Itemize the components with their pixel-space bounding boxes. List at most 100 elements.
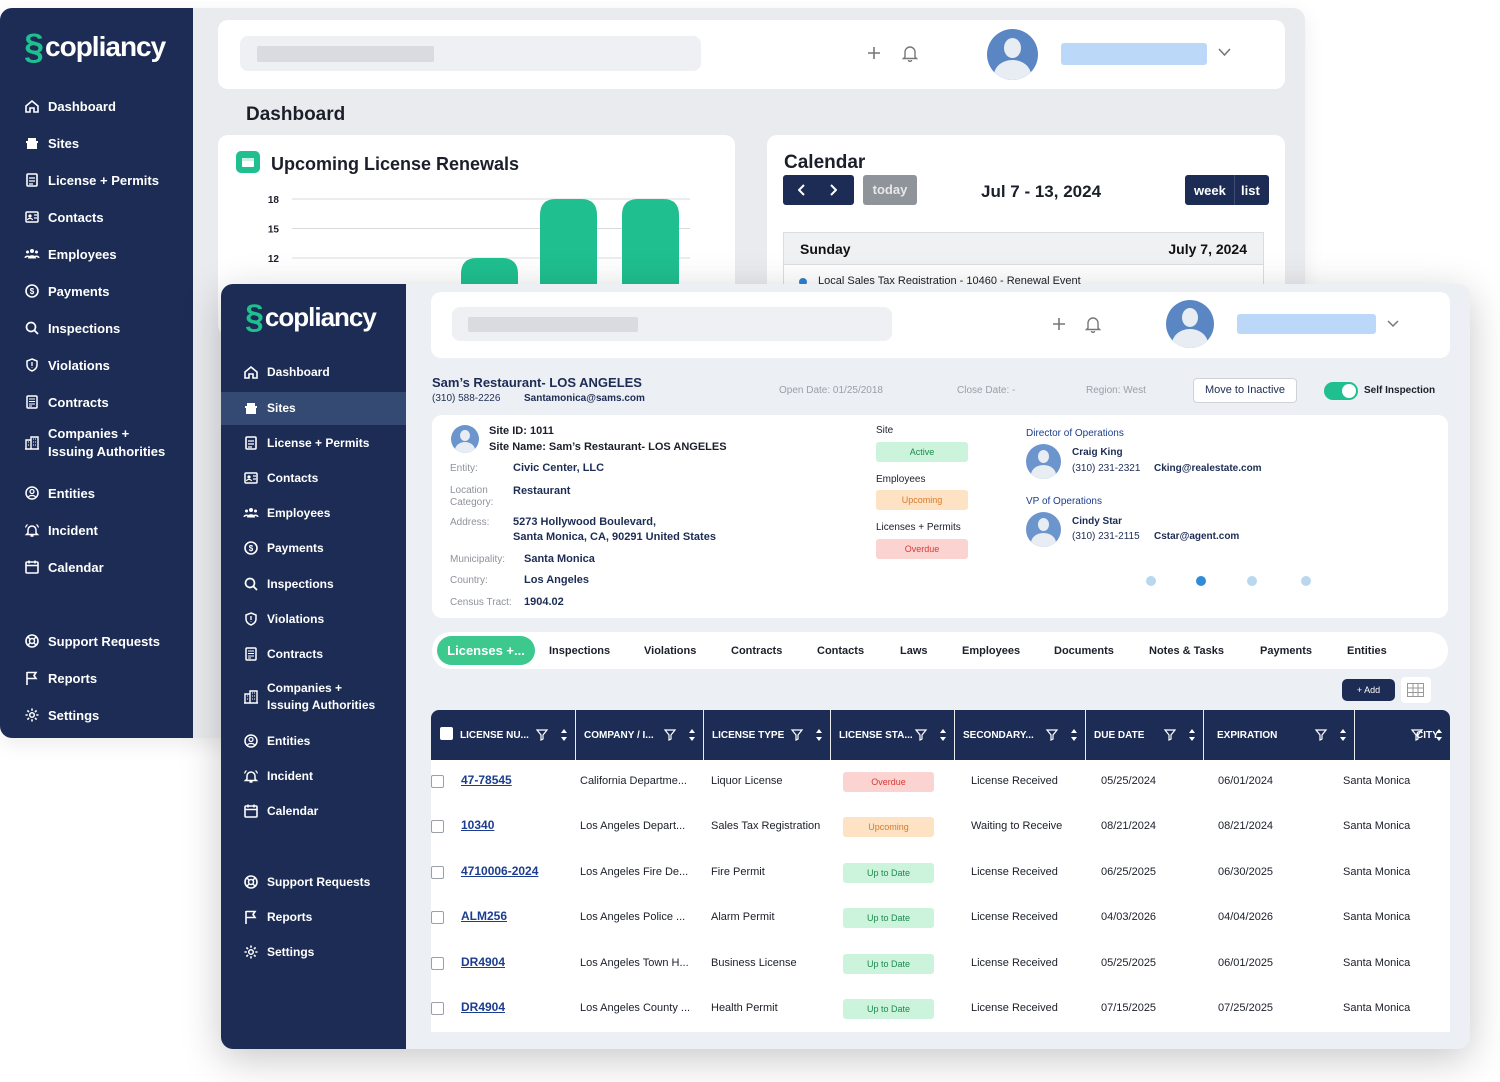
filter-sort-icon[interactable] [914,727,948,743]
site-email[interactable]: Santamonica@sams.com [524,393,645,404]
select-all-checkbox[interactable] [440,727,453,740]
table-row[interactable]: 4710006-2024 Los Angeles Fire De... Fire P… [431,851,1450,896]
filter-sort-icon[interactable] [1163,727,1197,743]
sidebar-item-contracts[interactable]: Contracts [24,394,109,410]
user-name[interactable] [1237,314,1376,334]
carousel-dot[interactable] [1301,576,1311,586]
column-header-company-i[interactable]: COMPANY / I... [584,710,703,760]
today-button[interactable]: today [863,175,917,205]
sidebar-item-incident[interactable]: Incident [243,768,313,784]
sidebar-item-companies[interactable]: Companies + Issuing Authorities [24,426,165,459]
column-header-license-sta[interactable]: LICENSE STA... [839,710,954,760]
next-arrow-icon[interactable] [829,184,837,196]
contact-email-1[interactable]: Cking@realestate.com [1154,463,1262,474]
avatar[interactable] [987,29,1038,80]
sidebar-item-incident[interactable]: Incident [24,522,98,538]
carousel-dot[interactable] [1146,576,1156,586]
sidebar-item-inspections[interactable]: Inspections [24,320,120,336]
tab-laws[interactable]: Laws [900,645,928,657]
sidebar-item-employees[interactable]: Employees [24,246,117,262]
filter-sort-icon[interactable] [1410,727,1444,743]
sidebar-item-dashboard[interactable]: Dashboard [24,98,116,114]
sidebar-item-contracts[interactable]: Contracts [243,646,323,662]
filter-sort-icon[interactable] [663,727,697,743]
chart-bar[interactable] [540,199,597,295]
sidebar-item-support-requests[interactable]: Support Requests [24,633,160,649]
add-button[interactable]: + Add [1342,679,1395,701]
chevron-down-icon[interactable] [1387,320,1399,328]
sidebar-item-settings[interactable]: Settings [24,707,99,723]
tab-violations[interactable]: Violations [644,645,697,657]
column-header-secondary[interactable]: SECONDARY... [963,710,1085,760]
sidebar-item-payments[interactable]: $ Payments [243,540,324,556]
license-number-link[interactable]: DR4904 [461,955,506,969]
license-number-link[interactable]: 4710006-2024 [461,864,539,878]
table-row[interactable]: 10340 Los Angeles Depart... Sales Tax Regi… [431,805,1450,850]
table-row[interactable]: 47-78545 California Departme... Liquor Lic… [431,760,1450,805]
table-row[interactable]: DR4904 Los Angeles Town H... Business Lice… [431,942,1450,987]
tab-licenses[interactable]: Licenses +... [437,636,535,665]
sidebar-item-entities[interactable]: Entities [243,733,310,749]
sidebar-item-license-permits[interactable]: License + Permits [243,435,369,451]
sidebar-item-calendar[interactable]: Calendar [24,559,104,575]
plus-icon[interactable] [1052,317,1066,331]
tab-entities[interactable]: Entities [1347,645,1387,657]
sidebar-item-calendar[interactable]: Calendar [243,803,318,819]
sidebar-item-employees[interactable]: Employees [243,505,330,521]
row-checkbox[interactable] [431,866,444,879]
column-header-license-type[interactable]: LICENSE TYPE [712,710,830,760]
week-button[interactable]: week [1194,183,1226,198]
filter-sort-icon[interactable] [535,727,569,743]
row-checkbox[interactable] [431,1002,444,1015]
row-checkbox[interactable] [431,775,444,788]
self-inspection-toggle[interactable] [1324,382,1358,400]
bell-icon[interactable] [1085,315,1101,333]
license-number-link[interactable]: DR4904 [461,1000,506,1014]
tab-documents[interactable]: Documents [1054,645,1114,657]
list-button[interactable]: list [1241,183,1260,198]
sidebar-item-reports[interactable]: Reports [243,909,312,925]
column-header-license-nu[interactable]: LICENSE NU... [460,710,575,760]
sidebar-item-license-permits[interactable]: License + Permits [24,172,159,188]
table-row[interactable]: DR4904 Los Angeles County ... Health Permi… [431,987,1450,1032]
search-input[interactable] [452,307,892,341]
sidebar-item-payments[interactable]: $ Payments [24,283,109,299]
sidebar-item-sites[interactable]: Sites [243,400,296,416]
row-checkbox[interactable] [431,820,444,833]
tab-inspections[interactable]: Inspections [549,645,611,657]
user-name[interactable] [1061,43,1207,65]
sidebar-item-sites[interactable]: Sites [24,135,79,151]
contact-email-2[interactable]: Cstar@agent.com [1154,531,1240,542]
row-checkbox[interactable] [431,957,444,970]
bell-icon[interactable] [902,44,918,62]
sidebar-item-contacts[interactable]: Contacts [243,470,318,486]
sidebar-item-support-requests[interactable]: Support Requests [243,874,370,890]
filter-sort-icon[interactable] [1314,727,1348,743]
filter-sort-icon[interactable] [790,727,824,743]
carousel-dot[interactable] [1247,576,1257,586]
column-header-city[interactable]: CITY [1359,710,1450,760]
sidebar-item-companies[interactable]: Companies + Issuing Authorities [243,681,375,712]
tab-payments[interactable]: Payments [1260,645,1312,657]
column-header-due-date[interactable]: DUE DATE [1094,710,1203,760]
tab-contracts[interactable]: Contracts [731,645,783,657]
sidebar-item-settings[interactable]: Settings [243,944,314,960]
tab-notes-tasks[interactable]: Notes & Tasks [1149,645,1224,657]
table-row[interactable]: ALM256 Los Angeles Police ... Alarm Permit… [431,896,1450,941]
chart-bar[interactable] [622,199,679,295]
sidebar-item-violations[interactable]: Violations [24,357,110,373]
avatar[interactable] [1166,300,1214,348]
filter-sort-icon[interactable] [1045,727,1079,743]
license-number-link[interactable]: 47-78545 [461,773,512,787]
move-to-inactive-button[interactable]: Move to Inactive [1193,378,1297,403]
sidebar-item-reports[interactable]: Reports [24,670,97,686]
chevron-down-icon[interactable] [1218,48,1231,57]
license-number-link[interactable]: 10340 [461,818,495,832]
tab-employees[interactable]: Employees [962,645,1021,657]
sidebar-item-inspections[interactable]: Inspections [243,576,334,592]
sidebar-item-violations[interactable]: Violations [243,611,324,627]
sidebar-item-dashboard[interactable]: Dashboard [243,364,330,380]
tab-contacts[interactable]: Contacts [817,645,865,657]
sidebar-item-entities[interactable]: Entities [24,485,95,501]
sidebar-item-contacts[interactable]: Contacts [24,209,104,225]
